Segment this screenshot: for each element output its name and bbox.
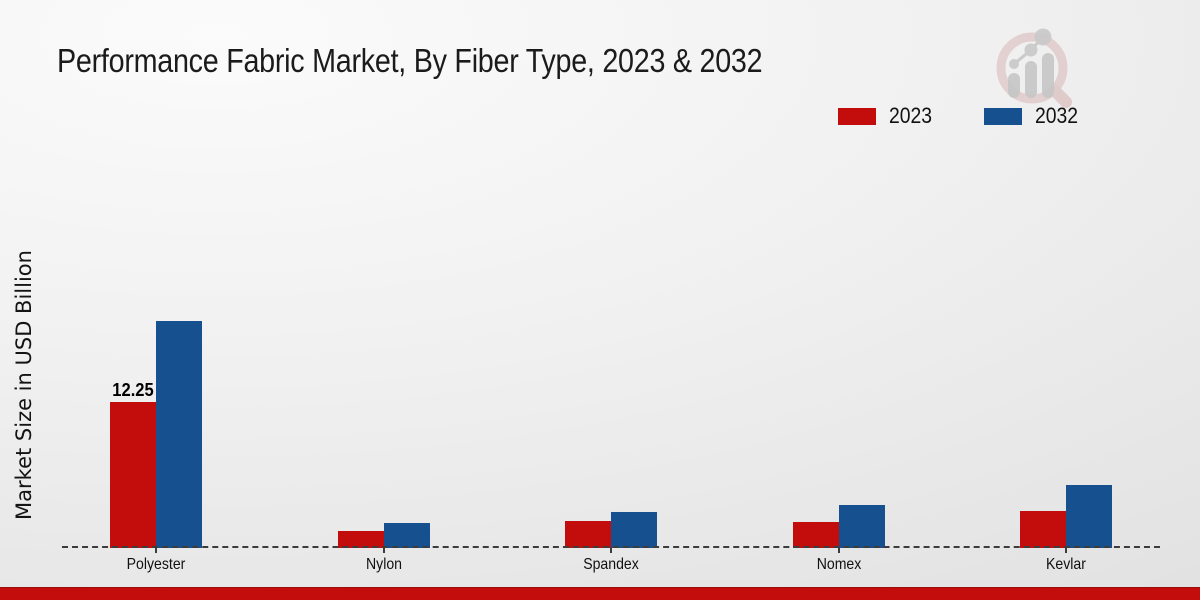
logo-dot-icon <box>1009 59 1019 69</box>
magnifier-handle-icon <box>1049 85 1072 108</box>
x-axis-tick <box>1065 548 1067 553</box>
legend-swatch-2023 <box>838 107 876 125</box>
footer-bar <box>0 587 1200 600</box>
x-axis-category-label: Spandex <box>583 556 639 573</box>
bar-value-label: 12.25 <box>112 380 154 400</box>
x-axis-tick <box>155 548 157 553</box>
bar-2032-nomex <box>838 505 885 548</box>
x-axis-tick <box>837 548 840 553</box>
bar-2023-kevlar <box>1020 511 1066 548</box>
legend-item-2023: 2023 <box>838 103 938 129</box>
logo-dot-icon <box>1034 28 1052 46</box>
bar-2023-polyester <box>110 402 156 548</box>
x-axis-category-label: Kevlar <box>1046 556 1086 573</box>
bar-2032-spandex <box>611 512 657 548</box>
legend-item-2032: 2032 <box>983 103 1084 129</box>
bar-2023-nylon <box>337 531 384 548</box>
x-axis-tick <box>382 548 385 553</box>
bar-2032-polyester <box>156 321 202 548</box>
bar-2023-nomex <box>792 522 839 548</box>
bar-2032-nylon <box>383 523 430 548</box>
magnifier-ring-icon <box>996 32 1068 104</box>
x-axis-category-label: Nylon <box>365 556 402 573</box>
zero-baseline <box>62 546 1160 548</box>
legend-label-2032: 2032 <box>1034 103 1079 128</box>
legend-swatch-2032 <box>983 107 1022 125</box>
x-axis-category-label: Nomex <box>816 556 861 573</box>
logo-dot-icon <box>1024 43 1038 57</box>
logo-bar-icon <box>1025 61 1037 98</box>
chart-title: Performance Fabric Market, By Fiber Type… <box>57 42 763 79</box>
legend: 2023 2032 <box>838 103 1084 129</box>
logo-bar-icon <box>1008 73 1020 98</box>
bar-2023-spandex <box>565 521 611 548</box>
legend-label-2023: 2023 <box>889 103 933 128</box>
logo-bar-icon <box>1042 53 1054 98</box>
bar-2032-kevlar <box>1066 485 1112 548</box>
x-axis-tick <box>610 548 612 553</box>
x-axis-category-label: Polyester <box>126 556 186 573</box>
market-research-watermark-logo <box>996 28 1072 108</box>
